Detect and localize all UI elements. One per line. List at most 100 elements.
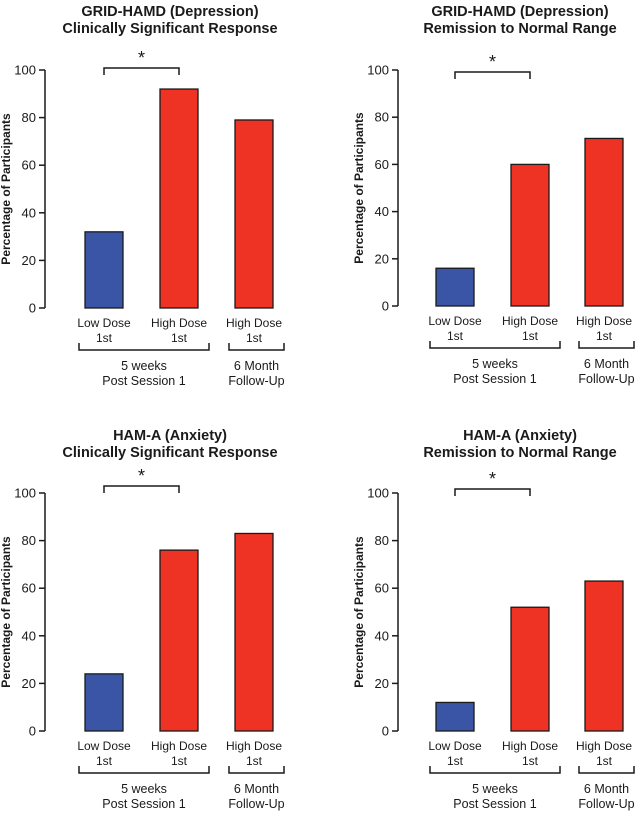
category-label-line-2: 1st xyxy=(596,329,613,343)
y-tick-label: 60 xyxy=(22,581,36,596)
group-label-line-2: Follow-Up xyxy=(578,372,634,386)
bar xyxy=(159,549,199,732)
group-label-line-1: 6 Month xyxy=(584,782,629,796)
group-bracket xyxy=(228,343,285,351)
chart-title-line-1: HAM-A (Anxiety) xyxy=(463,428,577,444)
y-tick-label: 100 xyxy=(367,63,389,78)
y-tick-label: 40 xyxy=(375,628,389,643)
group-label-line-2: Post Session 1 xyxy=(102,374,185,388)
group-label-line-1: 6 Month xyxy=(234,359,279,373)
chart-title-line-2: Clinically Significant Response xyxy=(62,445,277,461)
chart-panel-anxiety-response: HAM-A (Anxiety)Clinically Significant Re… xyxy=(0,428,285,811)
category-label-line-1: High Dose xyxy=(502,314,558,328)
y-tick-label: 60 xyxy=(375,581,389,596)
category-label-line-2: 1st xyxy=(522,329,539,343)
group-label-line-2: Post Session 1 xyxy=(453,372,536,386)
y-axis-label: Percentage of Participants xyxy=(352,536,366,688)
y-tick-label: 0 xyxy=(382,724,389,739)
category-label-line-2: 1st xyxy=(246,331,263,345)
significance-star: * xyxy=(138,466,145,486)
bar xyxy=(159,88,199,309)
significance-star: * xyxy=(489,52,496,72)
chart-panel-depression-remission: GRID-HAMD (Depression)Remission to Norma… xyxy=(352,4,635,386)
y-tick-label: 100 xyxy=(14,486,36,501)
y-tick-label: 0 xyxy=(382,299,389,314)
category-label-line-2: 1st xyxy=(171,754,188,768)
category-label-line-1: Low Dose xyxy=(428,314,482,328)
category-label-line-1: Low Dose xyxy=(77,316,131,330)
category-label-line-2: 1st xyxy=(246,754,263,768)
category-label-line-1: High Dose xyxy=(576,314,632,328)
chart-panel-depression-response: GRID-HAMD (Depression)Clinically Signifi… xyxy=(0,4,285,388)
category-label-line-1: High Dose xyxy=(151,739,207,753)
group-label-line-2: Follow-Up xyxy=(228,797,284,811)
group-bracket xyxy=(78,766,210,774)
category-label-line-2: 1st xyxy=(447,329,464,343)
bar xyxy=(584,137,624,307)
y-tick-label: 80 xyxy=(22,533,36,548)
bar xyxy=(234,119,274,309)
bar xyxy=(84,231,124,309)
category-label-line-1: Low Dose xyxy=(77,739,131,753)
category-label-line-2: 1st xyxy=(447,754,464,768)
y-tick-label: 40 xyxy=(22,628,36,643)
bar xyxy=(84,673,124,732)
y-tick-label: 60 xyxy=(22,158,36,173)
y-tick-label: 40 xyxy=(375,204,389,219)
chart-title-line-2: Clinically Significant Response xyxy=(62,21,277,37)
group-bracket xyxy=(429,341,561,349)
y-tick-label: 100 xyxy=(14,63,36,78)
chart-panel-anxiety-remission: HAM-A (Anxiety)Remission to Normal Range… xyxy=(352,428,635,811)
y-tick-label: 100 xyxy=(367,486,389,501)
category-label-line-1: High Dose xyxy=(226,739,282,753)
bar xyxy=(584,580,624,732)
group-label-line-2: Follow-Up xyxy=(228,374,284,388)
group-label-line-1: 6 Month xyxy=(584,357,629,371)
y-tick-label: 80 xyxy=(375,110,389,125)
category-label-line-1: Low Dose xyxy=(428,739,482,753)
category-label-line-2: 1st xyxy=(171,331,188,345)
group-label-line-1: 5 weeks xyxy=(472,357,518,371)
chart-title-line-1: GRID-HAMD (Depression) xyxy=(431,4,608,20)
bar xyxy=(435,701,475,732)
group-bracket xyxy=(578,341,635,349)
bar xyxy=(510,163,550,307)
group-label-line-2: Follow-Up xyxy=(578,797,634,811)
group-bracket xyxy=(578,766,635,774)
y-tick-label: 20 xyxy=(375,251,389,266)
category-label-line-2: 1st xyxy=(96,754,113,768)
chart-title-line-1: GRID-HAMD (Depression) xyxy=(81,4,258,20)
group-bracket xyxy=(78,343,210,351)
significance-star: * xyxy=(489,469,496,489)
bar xyxy=(234,532,274,732)
chart-title-line-2: Remission to Normal Range xyxy=(423,21,616,37)
group-bracket xyxy=(228,766,285,774)
category-label-line-1: High Dose xyxy=(226,316,282,330)
y-tick-label: 60 xyxy=(375,157,389,172)
group-bracket xyxy=(429,766,561,774)
chart-title-line-1: HAM-A (Anxiety) xyxy=(113,428,227,444)
y-tick-label: 20 xyxy=(22,676,36,691)
group-label-line-1: 5 weeks xyxy=(121,359,167,373)
y-tick-label: 40 xyxy=(22,205,36,220)
group-label-line-2: Post Session 1 xyxy=(453,797,536,811)
significance-bracket xyxy=(454,488,531,496)
y-tick-label: 0 xyxy=(29,724,36,739)
significance-bracket xyxy=(454,71,531,79)
category-label-line-2: 1st xyxy=(596,754,613,768)
y-tick-label: 80 xyxy=(22,110,36,125)
bar xyxy=(510,606,550,732)
category-label-line-2: 1st xyxy=(96,331,113,345)
group-label-line-1: 5 weeks xyxy=(121,782,167,796)
y-axis-label: Percentage of Participants xyxy=(352,112,366,264)
y-tick-label: 20 xyxy=(22,253,36,268)
significance-star: * xyxy=(138,48,145,68)
y-axis-label: Percentage of Participants xyxy=(0,113,13,265)
category-label-line-1: High Dose xyxy=(502,739,558,753)
y-tick-label: 0 xyxy=(29,301,36,316)
group-label-line-1: 5 weeks xyxy=(472,782,518,796)
chart-title-line-2: Remission to Normal Range xyxy=(423,445,616,461)
bar xyxy=(435,267,475,307)
y-tick-label: 20 xyxy=(375,676,389,691)
